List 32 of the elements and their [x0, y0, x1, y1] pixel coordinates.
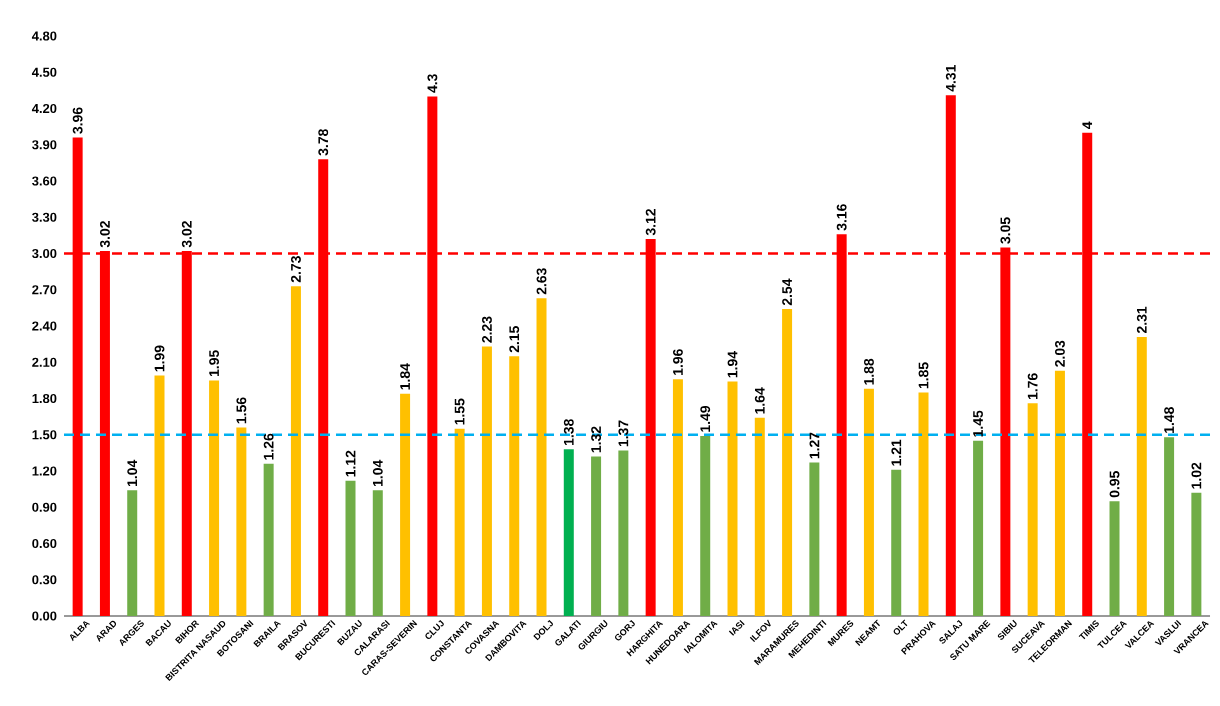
bar	[236, 427, 247, 616]
bar	[400, 393, 411, 616]
bar	[263, 463, 274, 616]
bar	[863, 388, 874, 616]
bar	[1054, 370, 1065, 616]
bar	[591, 456, 602, 616]
bar	[1164, 437, 1175, 616]
bar	[563, 449, 574, 616]
bar	[727, 381, 738, 616]
bar	[209, 380, 220, 616]
bar	[481, 346, 492, 616]
bar	[1136, 336, 1147, 616]
bar	[372, 490, 383, 616]
bar	[918, 392, 929, 616]
bar	[536, 298, 547, 616]
bar	[1191, 492, 1202, 616]
bar	[1027, 403, 1038, 616]
bar	[154, 375, 165, 616]
bar	[973, 440, 984, 616]
bar	[1109, 501, 1120, 616]
bar	[809, 462, 820, 616]
bar	[891, 469, 902, 616]
bar	[672, 379, 683, 616]
bar	[509, 356, 520, 616]
bar	[700, 435, 711, 616]
bar	[782, 309, 793, 616]
bar	[618, 450, 629, 616]
bar	[127, 490, 138, 616]
bar	[345, 480, 356, 616]
bar	[290, 286, 301, 616]
bar	[754, 417, 765, 616]
bar	[454, 428, 465, 616]
